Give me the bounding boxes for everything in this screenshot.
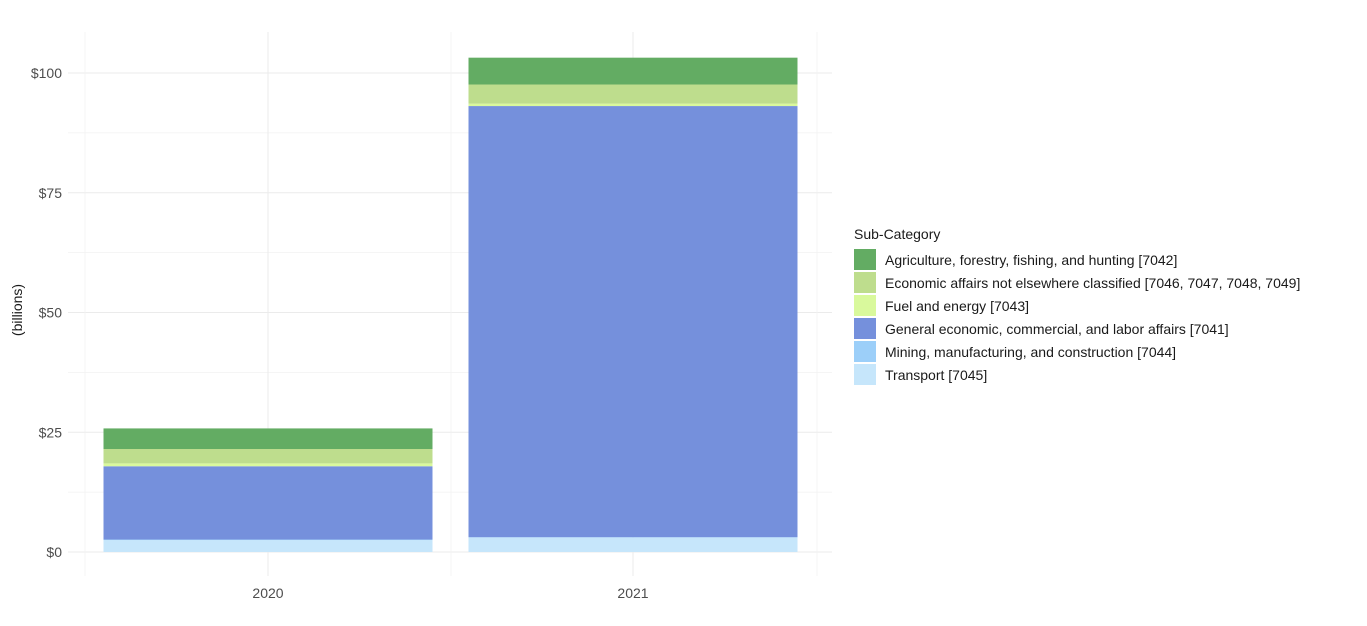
legend: Sub-Category Agriculture, forestry, fish… xyxy=(854,226,1300,385)
legend-label: Transport [7045] xyxy=(885,367,987,383)
y-axis-ticks: $0 $25 $50 $75 $100 xyxy=(31,65,62,560)
legend-item: Agriculture, forestry, fishing, and hunt… xyxy=(854,249,1177,270)
legend-swatch xyxy=(854,295,876,316)
legend-label: Mining, manufacturing, and construction … xyxy=(885,344,1176,360)
bar-segment xyxy=(103,449,433,464)
bar-segment xyxy=(103,463,433,467)
legend-label: Agriculture, forestry, fishing, and hunt… xyxy=(885,252,1177,268)
legend-item: General economic, commercial, and labor … xyxy=(854,318,1229,339)
legend-swatch xyxy=(854,318,876,339)
bar-segment xyxy=(103,466,433,540)
legend-label: General economic, commercial, and labor … xyxy=(885,321,1229,337)
bar-stack-2020 xyxy=(103,428,433,552)
y-tick-label: $75 xyxy=(39,185,63,201)
y-axis-title: (billions) xyxy=(9,284,25,336)
legend-item: Fuel and energy [7043] xyxy=(854,295,1029,316)
bar-segment xyxy=(468,106,798,538)
legend-title: Sub-Category xyxy=(854,226,940,242)
bar-segment xyxy=(468,57,798,85)
bar-segment xyxy=(468,537,798,538)
bar-segment xyxy=(468,84,798,104)
y-tick-label: $50 xyxy=(39,305,63,321)
y-tick-label: $100 xyxy=(31,65,62,81)
legend-item: Transport [7045] xyxy=(854,364,987,385)
legend-label: Fuel and energy [7043] xyxy=(885,298,1029,314)
legend-item: Mining, manufacturing, and construction … xyxy=(854,341,1176,362)
legend-label: Economic affairs not elsewhere classifie… xyxy=(885,275,1300,291)
bar-segment xyxy=(468,537,798,552)
bar-segment xyxy=(103,540,433,552)
x-tick-label: 2021 xyxy=(617,585,648,601)
legend-swatch xyxy=(854,341,876,362)
bar-segment xyxy=(103,428,433,450)
x-tick-label: 2020 xyxy=(252,585,283,601)
bar-segment xyxy=(103,539,433,541)
y-tick-label: $0 xyxy=(46,544,62,560)
bar-segment xyxy=(468,103,798,107)
x-axis-ticks: 2020 2021 xyxy=(252,585,648,601)
legend-swatch xyxy=(854,364,876,385)
y-tick-label: $25 xyxy=(39,424,63,440)
legend-swatch xyxy=(854,249,876,270)
bar-stack-2021 xyxy=(468,57,798,552)
legend-item: Economic affairs not elsewhere classifie… xyxy=(854,272,1300,293)
bar-stacks xyxy=(103,57,798,552)
legend-swatch xyxy=(854,272,876,293)
